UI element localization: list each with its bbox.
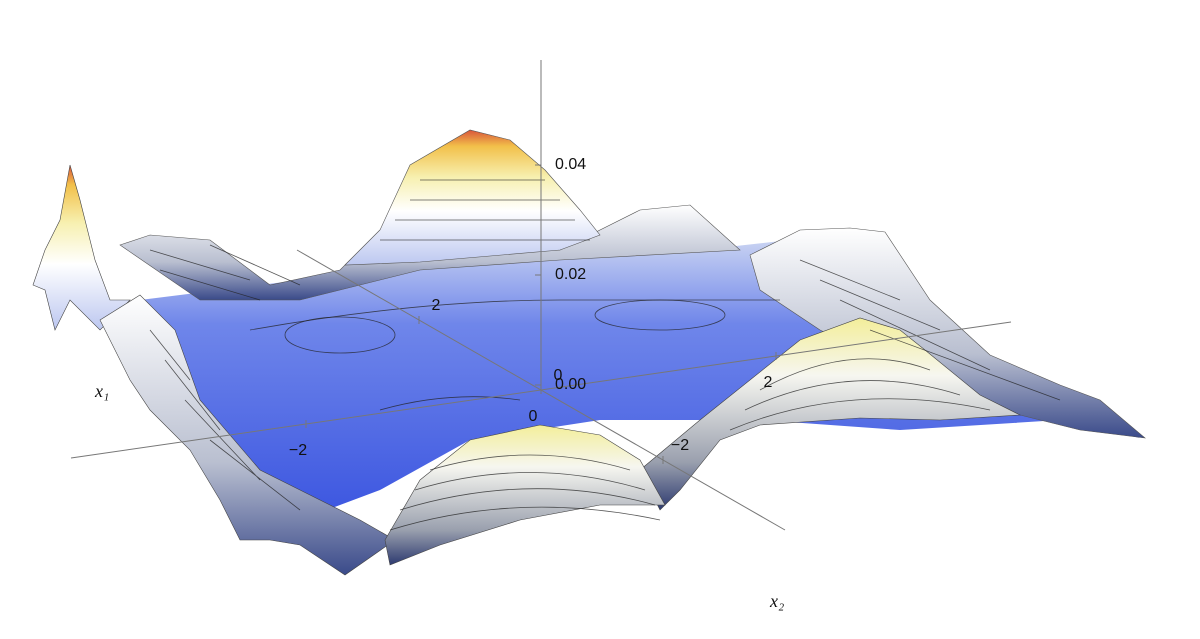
contour bbox=[379, 396, 521, 411]
z-tick-label: 0.00 bbox=[555, 376, 586, 393]
contour bbox=[149, 329, 301, 511]
z-tick-label: 0.02 bbox=[555, 266, 586, 283]
axes: −2 0 2 −2 0 2 0.00 0.02 0.04 x₁ x₂ bbox=[70, 60, 1012, 611]
contour bbox=[249, 299, 780, 331]
x2-axis-title: x₂ bbox=[769, 591, 784, 611]
contour bbox=[380, 179, 590, 241]
surface-wall bbox=[99, 294, 396, 576]
contour bbox=[389, 454, 661, 531]
x1-tick-label: 0 bbox=[554, 367, 563, 384]
z-tick-label: 0.04 bbox=[555, 156, 586, 173]
x2-tick-label: 0 bbox=[529, 408, 538, 425]
x1-tick-label: 2 bbox=[432, 297, 441, 314]
x2-tick-label: 2 bbox=[764, 374, 773, 391]
contour bbox=[729, 358, 991, 431]
surface-spike bbox=[32, 164, 131, 331]
x2-tick-label: −2 bbox=[289, 442, 307, 459]
x1-axis-title: x₁ bbox=[94, 381, 109, 401]
surface-peak bbox=[344, 129, 601, 266]
surface-hump bbox=[384, 424, 666, 566]
contour-lines bbox=[149, 179, 1061, 531]
surface bbox=[32, 129, 1146, 576]
x1-tick-label: −2 bbox=[671, 437, 689, 454]
contour bbox=[284, 316, 396, 354]
contour bbox=[149, 244, 301, 301]
contour bbox=[799, 259, 1061, 401]
